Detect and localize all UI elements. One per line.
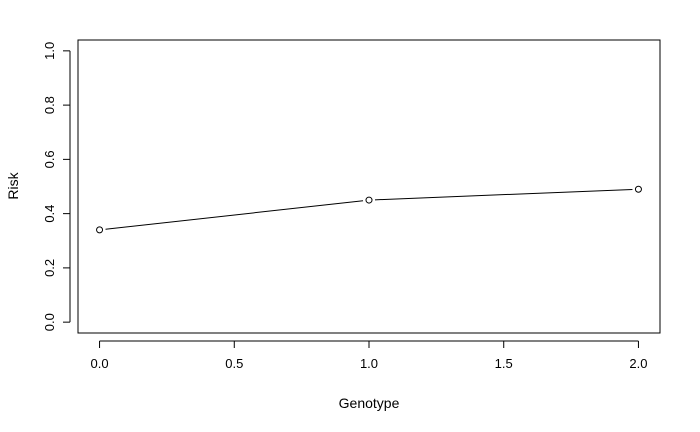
- x-axis: 0.0 0.5 1.0 1.5 2.0: [91, 340, 647, 371]
- data-point: [365, 196, 373, 204]
- y-axis: 0.0 0.2 0.4 0.6 0.8 1.0: [42, 42, 71, 331]
- x-tick-label: 2.0: [629, 356, 647, 371]
- series-line-segment: [374, 188, 633, 201]
- x-tick-label: 1.5: [495, 356, 513, 371]
- y-axis-title: Risk: [5, 171, 21, 199]
- x-tick-label: 0.5: [225, 356, 243, 371]
- y-tick-label: 0.0: [42, 313, 57, 331]
- data-point: [634, 185, 642, 193]
- y-tick-label: 1.0: [42, 42, 57, 60]
- series-group: [96, 185, 642, 234]
- plot-frame: [77, 39, 661, 334]
- data-point: [96, 226, 104, 234]
- y-tick-label: 0.8: [42, 96, 57, 114]
- x-tick-label: 1.0: [360, 356, 378, 371]
- y-tick-label: 0.2: [42, 259, 57, 277]
- series-line-segment: [105, 200, 364, 230]
- y-tick-label: 0.4: [42, 205, 57, 223]
- x-tick-label: 0.0: [91, 356, 109, 371]
- y-tick-label: 0.6: [42, 150, 57, 168]
- x-axis-title: Genotype: [339, 395, 400, 411]
